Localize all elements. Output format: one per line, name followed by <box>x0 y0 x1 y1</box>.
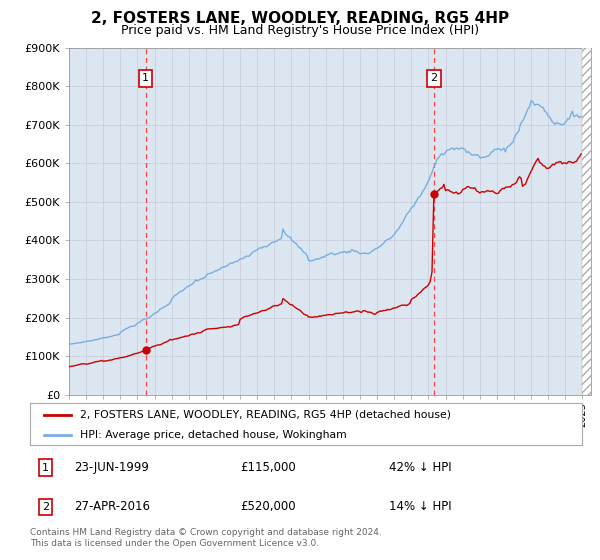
Text: Contains HM Land Registry data © Crown copyright and database right 2024.
This d: Contains HM Land Registry data © Crown c… <box>30 528 382 548</box>
Text: 2: 2 <box>430 73 437 83</box>
Text: 1: 1 <box>42 463 49 473</box>
Text: 2, FOSTERS LANE, WOODLEY, READING, RG5 4HP: 2, FOSTERS LANE, WOODLEY, READING, RG5 4… <box>91 11 509 26</box>
Text: 14% ↓ HPI: 14% ↓ HPI <box>389 500 451 514</box>
Text: 42% ↓ HPI: 42% ↓ HPI <box>389 461 451 474</box>
Text: £115,000: £115,000 <box>240 461 296 474</box>
Polygon shape <box>583 48 600 395</box>
Text: £520,000: £520,000 <box>240 500 295 514</box>
Text: 1: 1 <box>142 73 149 83</box>
Text: 2, FOSTERS LANE, WOODLEY, READING, RG5 4HP (detached house): 2, FOSTERS LANE, WOODLEY, READING, RG5 4… <box>80 410 451 420</box>
Text: 23-JUN-1999: 23-JUN-1999 <box>74 461 149 474</box>
Text: 2: 2 <box>42 502 49 512</box>
Text: 27-APR-2016: 27-APR-2016 <box>74 500 150 514</box>
Text: HPI: Average price, detached house, Wokingham: HPI: Average price, detached house, Woki… <box>80 430 346 440</box>
Text: Price paid vs. HM Land Registry's House Price Index (HPI): Price paid vs. HM Land Registry's House … <box>121 24 479 36</box>
